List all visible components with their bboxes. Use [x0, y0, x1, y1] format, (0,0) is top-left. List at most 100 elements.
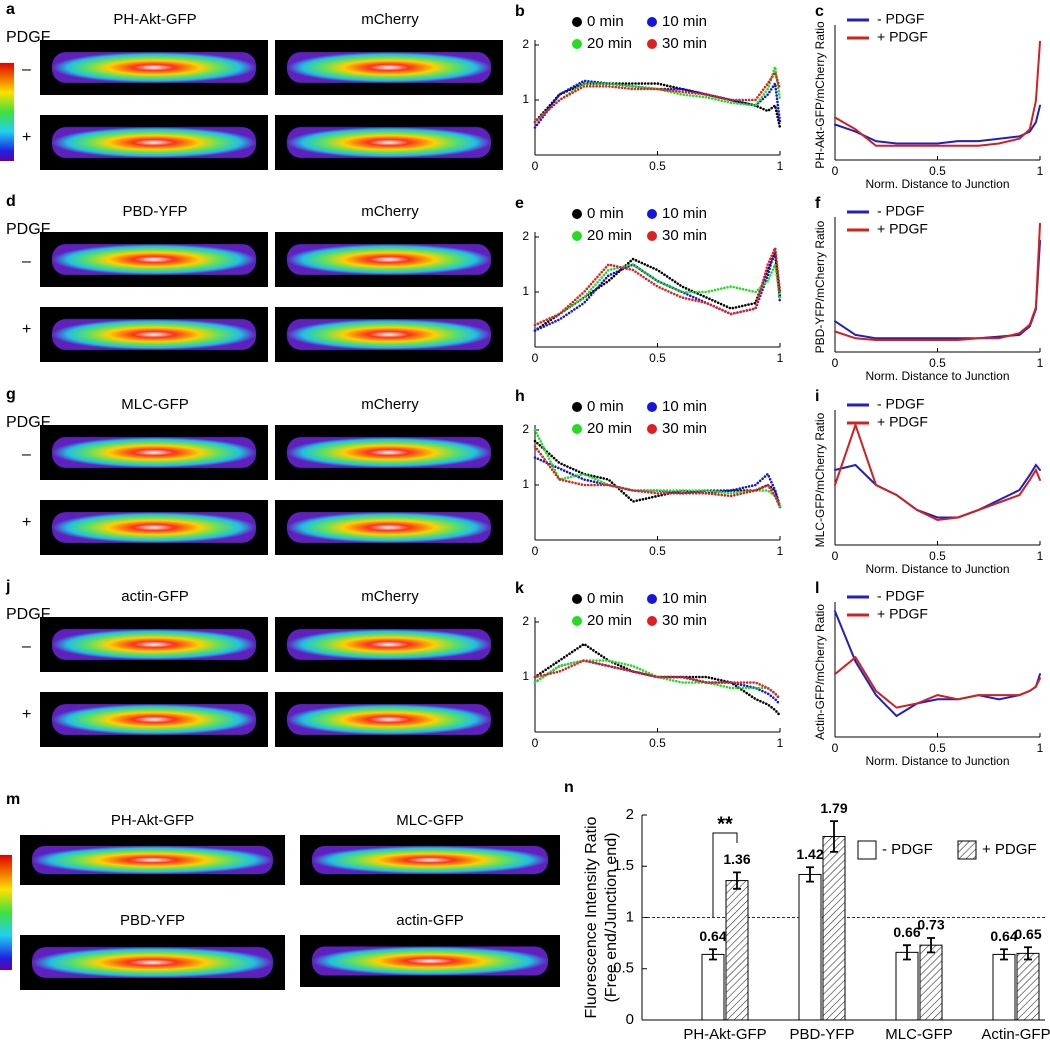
x-tick-label: MLC-GFP — [885, 1026, 953, 1043]
legend-label: - PDGF — [877, 588, 924, 604]
legend-label: 0 min — [587, 205, 624, 222]
legend-marker — [572, 17, 582, 27]
plus-label: + — [22, 129, 31, 146]
series-line — [533, 659, 782, 701]
image-title: PBD-YFP — [120, 912, 185, 929]
y-tick-label: 0.5 — [613, 960, 634, 977]
cell — [52, 52, 256, 83]
panel-letter: n — [564, 779, 574, 796]
cell — [52, 704, 256, 735]
panel-letter: e — [515, 195, 524, 212]
image-title: actin-GFP — [121, 588, 189, 605]
x-tick-label: 0.5 — [929, 356, 946, 370]
series-line — [834, 239, 1041, 340]
legend-marker — [572, 424, 582, 434]
series-line — [834, 104, 1041, 145]
legend-label: 10 min — [662, 205, 707, 222]
panel-letter: a — [6, 1, 15, 18]
legend-marker — [647, 209, 657, 219]
value-label: 0.66 — [893, 924, 920, 940]
value-label: 0.73 — [917, 917, 944, 933]
y-tick-label: 1 — [522, 669, 529, 683]
panel-letter: l — [815, 580, 819, 597]
value-label: 1.36 — [723, 851, 750, 867]
series-line — [533, 259, 782, 327]
plus-label: + — [22, 706, 31, 723]
x-tick-label: PH-Akt-GFP — [683, 1026, 766, 1043]
bar — [919, 944, 943, 1021]
x-tick-label: 1 — [777, 159, 784, 173]
legend-marker — [647, 17, 657, 27]
x-axis-label: Norm. Distance to Junction — [865, 177, 1009, 191]
plus-label: + — [22, 514, 31, 531]
y-tick-label: 0 — [626, 1011, 634, 1028]
legend-label: + PDGF — [877, 414, 928, 430]
x-tick-label: 0.5 — [929, 741, 946, 755]
series-line — [533, 456, 782, 509]
error-bar — [903, 944, 911, 961]
x-tick-label: 1 — [777, 544, 784, 558]
y-axis-label: Actin-GFP/mCherry Ratio — [813, 604, 827, 740]
legend-label: + PDGF — [982, 841, 1037, 858]
series-line — [533, 445, 782, 509]
bar — [701, 953, 725, 1021]
legend-marker — [647, 39, 657, 49]
y-axis-label: MLC-GFP/mCherry Ratio — [813, 412, 827, 547]
x-tick-label: 0.5 — [649, 736, 666, 750]
image-title: mCherry — [361, 396, 419, 413]
bar — [822, 836, 846, 1021]
cell — [287, 512, 491, 543]
y-tick-label: 1 — [522, 477, 529, 491]
x-tick-label: 0 — [532, 544, 539, 558]
y-tick-label: 1 — [626, 908, 634, 925]
legend-label: 30 min — [662, 612, 707, 629]
image-title: MLC-GFP — [121, 396, 189, 413]
x-axis-label: Norm. Distance to Junction — [865, 562, 1009, 576]
series-line — [533, 69, 782, 124]
condition-label: PDGF — [6, 29, 51, 46]
image-title: PBD-YFP — [122, 203, 187, 220]
legend-marker — [572, 402, 582, 412]
cell — [52, 437, 256, 468]
y-axis-label: Fluorescence Intensity Ratio — [583, 816, 600, 1018]
y-tick-label: 2 — [522, 614, 529, 628]
panel-letter: i — [815, 388, 819, 405]
error-bar — [806, 866, 814, 883]
x-tick-label: 0.5 — [649, 351, 666, 365]
y-tick-label: 2 — [522, 37, 529, 51]
cell — [32, 846, 273, 874]
legend-label: 20 min — [587, 227, 632, 244]
x-tick-label: 0 — [832, 164, 839, 178]
series-line — [834, 40, 1041, 147]
legend-label: - PDGF — [882, 841, 933, 858]
y-tick-label: 1 — [522, 284, 529, 298]
error-bar — [830, 820, 838, 853]
y-axis-label: PBD-YFP/mCherry Ratio — [813, 220, 827, 353]
condition-label: PDGF — [6, 221, 51, 238]
x-tick-label: 1 — [777, 736, 784, 750]
value-label: 0.64 — [699, 928, 726, 944]
series-line — [533, 66, 782, 124]
cell — [52, 512, 256, 543]
condition-label: PDGF — [6, 606, 51, 623]
x-tick-label: 0 — [832, 741, 839, 755]
legend-marker — [857, 840, 877, 860]
y-tick-label: 2 — [626, 806, 634, 823]
cell — [52, 127, 256, 158]
legend-label: 30 min — [662, 227, 707, 244]
legend-marker — [647, 424, 657, 434]
significance-label: ** — [717, 813, 733, 835]
y-tick-label: 2 — [522, 422, 529, 436]
series-line — [834, 222, 1041, 341]
panel-letter: j — [5, 578, 10, 595]
bar — [725, 880, 749, 1021]
x-tick-label: 0.5 — [649, 544, 666, 558]
panel-letter: f — [815, 195, 821, 212]
cell — [312, 846, 548, 874]
x-tick-label: 0 — [832, 549, 839, 563]
legend-marker — [957, 840, 977, 860]
legend-marker — [572, 39, 582, 49]
colorbar — [0, 63, 14, 161]
panel-letter: m — [6, 791, 20, 808]
